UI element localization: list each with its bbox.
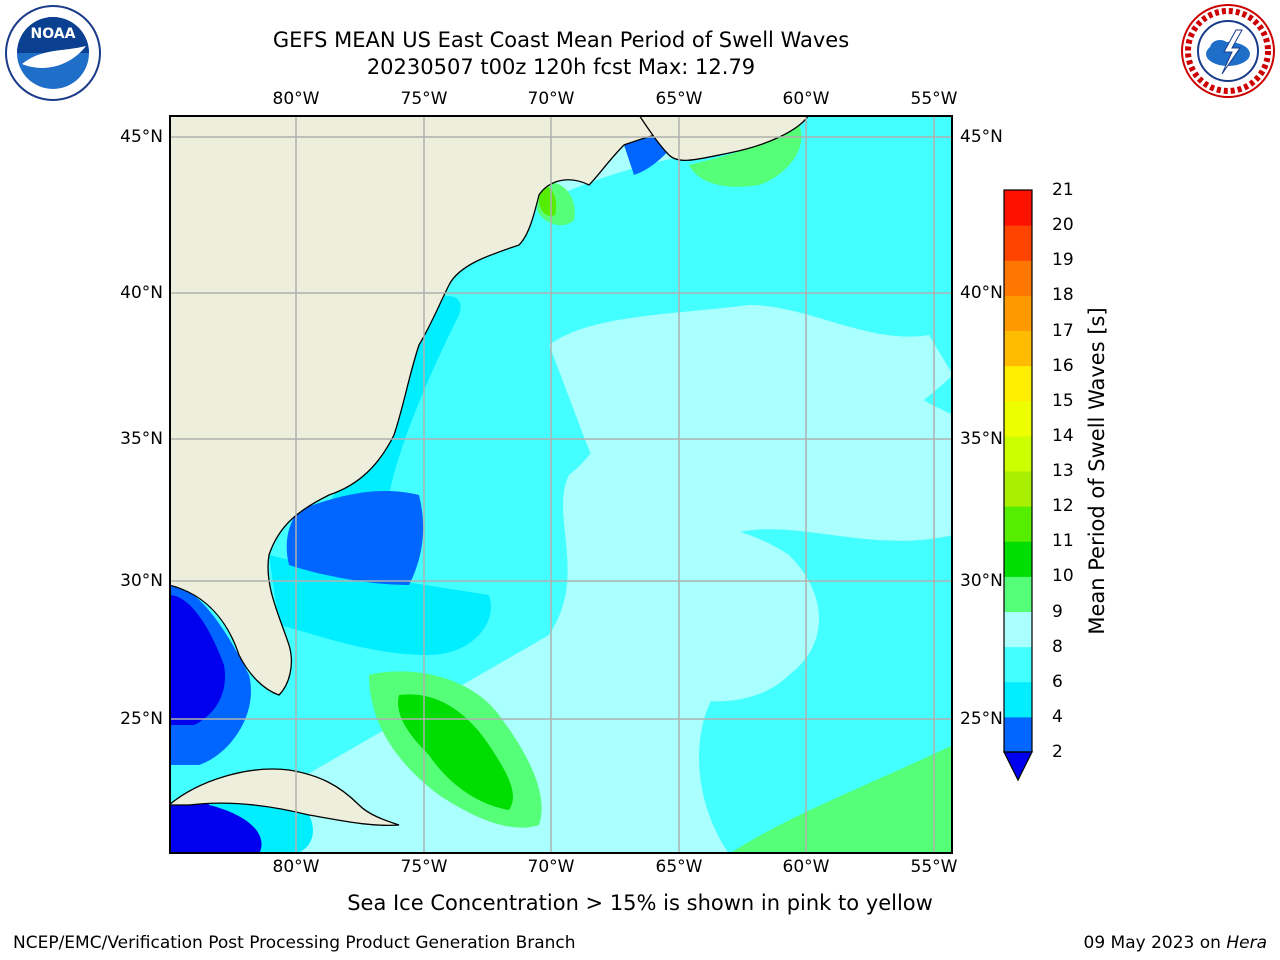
svg-text:NOAA: NOAA: [31, 26, 76, 42]
colorbar-tick-label: 11: [1052, 531, 1074, 552]
colorbar-tick-label: 14: [1052, 425, 1074, 446]
lat-label-right: 35°N: [960, 429, 1003, 449]
lat-label-right: 40°N: [960, 283, 1003, 303]
lon-label-top: 65°W: [655, 89, 703, 109]
colorbar-swatch: [1004, 190, 1032, 226]
lon-label-top: 80°W: [272, 89, 320, 109]
swell-band-4-6-south: [269, 555, 491, 655]
colorbar-tick-label: 13: [1052, 461, 1074, 481]
colorbar-tick-label: 18: [1052, 285, 1074, 306]
colorbar-tick-label: 10: [1052, 566, 1074, 587]
map-panel: [169, 115, 953, 854]
colorbar-swatch: [1004, 506, 1032, 542]
colorbar-swatch: [1004, 541, 1032, 577]
colorbar-label: Mean Period of Swell Waves [s]: [1085, 307, 1109, 635]
lon-label-top: 60°W: [782, 89, 830, 109]
date-text: 09 May 2023 on: [1083, 933, 1227, 953]
lat-label-left: 25°N: [120, 709, 163, 729]
swell-band-10-11-bahamas: [398, 694, 513, 810]
colorbar-extend-triangle: [1003, 751, 1033, 782]
lat-label-right: 30°N: [960, 571, 1003, 591]
colorbar-tick-label: 17: [1052, 320, 1074, 341]
map-border: [169, 115, 953, 854]
colorbar-tick-label: 21: [1052, 180, 1074, 200]
lat-label-left: 45°N: [120, 127, 163, 147]
swell-band-6-8: [169, 115, 953, 854]
colorbar: [1003, 189, 1033, 782]
colorbar-tick-label: 9: [1052, 601, 1063, 622]
colorbar-swatch: [1004, 611, 1032, 648]
colorbar-tick-label: 16: [1052, 355, 1074, 376]
chart-subtitle: 20230507 t00z 120h fcst Max: 12.79: [366, 55, 756, 79]
lon-label-bottom: 60°W: [782, 857, 830, 877]
lon-label-top: 55°W: [910, 89, 958, 109]
host-name: Hera: [1226, 933, 1267, 953]
swell-band-9-10-nova-scotia: [689, 125, 802, 187]
lon-label-top: 75°W: [400, 89, 448, 109]
swell-band-extend-gulf: [169, 595, 225, 725]
lon-label-bottom: 80°W: [272, 857, 320, 877]
colorbar-tick-label: 8: [1052, 636, 1063, 657]
lon-label-bottom: 55°W: [910, 857, 958, 877]
issue-date: 09 May 2023 on Hera: [1084, 933, 1268, 953]
colorbar-tick-label: 2: [1052, 742, 1063, 762]
lon-label-top: 70°W: [527, 89, 575, 109]
lat-label-right: 25°N: [960, 709, 1003, 729]
swell-band-8-9-a: [549, 305, 953, 525]
colorbar-swatch: [1004, 646, 1032, 683]
lat-label-left: 40°N: [120, 283, 163, 303]
lon-label-bottom: 70°W: [527, 857, 575, 877]
land-north-america: [169, 115, 810, 696]
colorbar-border: [1003, 189, 1033, 753]
colorbar-swatch: [1004, 295, 1032, 331]
lon-label-bottom: 65°W: [655, 857, 703, 877]
lat-label-right: 45°N: [960, 127, 1003, 147]
colorbar-tick-label: 19: [1052, 250, 1074, 271]
sea-ice-note: Sea Ice Concentration > 15% is shown in …: [347, 891, 933, 915]
colorbar-swatch: [1004, 330, 1032, 367]
lon-label-bottom: 75°W: [400, 857, 448, 877]
colorbar-swatch: [1004, 681, 1032, 718]
colorbar-tick-label: 4: [1052, 706, 1063, 727]
colorbar-swatch: [1004, 435, 1032, 472]
colorbar-tick-label: 15: [1052, 390, 1074, 411]
colorbar-swatch: [1004, 400, 1032, 437]
noaa-logo: NOAA: [5, 5, 101, 101]
swell-band-8-9-b: [584, 521, 819, 702]
colorbar-swatch: [1004, 576, 1032, 612]
colorbar-tick-label: 6: [1052, 671, 1063, 692]
colorbar-swatch: [1004, 260, 1032, 296]
colorbar-swatch: [1004, 471, 1032, 507]
colorbar-swatch: [1004, 225, 1032, 261]
lat-label-left: 30°N: [120, 571, 163, 591]
swell-band-2-4-se: [286, 490, 424, 585]
graticule: [169, 115, 953, 854]
chart-title: GEFS MEAN US East Coast Mean Period of S…: [272, 28, 850, 52]
colorbar-swatch: [1004, 365, 1032, 402]
credit-line: NCEP/EMC/Verification Post Processing Pr…: [13, 933, 576, 953]
lat-label-left: 35°N: [120, 429, 163, 449]
nws-logo: [1181, 4, 1275, 98]
land-cuba: [169, 768, 400, 826]
colorbar-swatch: [1004, 716, 1032, 753]
swell-band-11-12-cape-cod: [539, 186, 557, 217]
colorbar-tick-label: 20: [1052, 215, 1074, 236]
swell-band-9-10-southeast: [729, 745, 953, 854]
colorbar-tick-label: 12: [1052, 496, 1074, 517]
